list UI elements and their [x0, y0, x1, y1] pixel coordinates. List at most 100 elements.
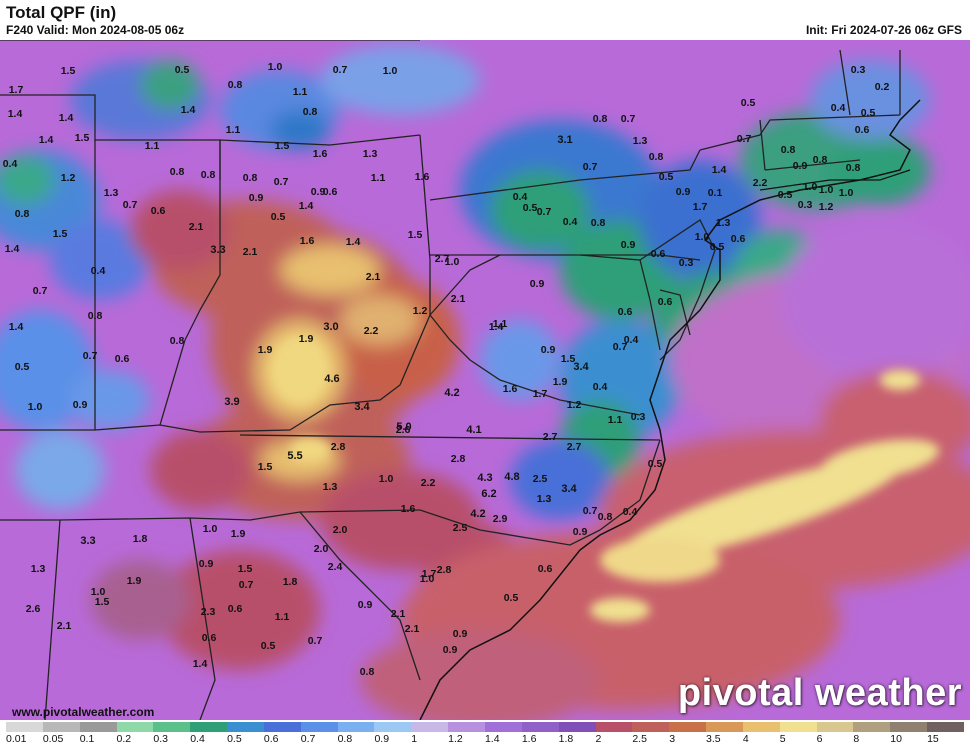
qpf-value-label: 0.8	[170, 166, 185, 178]
qpf-value-label: 1.4	[8, 108, 23, 120]
legend-tick: 2.5	[632, 733, 647, 745]
legend-tick: 0.05	[42, 733, 64, 745]
qpf-value-label: 2.2	[421, 477, 436, 489]
qpf-value-label: 1.9	[553, 376, 568, 388]
qpf-value-label: 6.2	[481, 488, 496, 500]
legend-tick: 6	[816, 733, 823, 745]
qpf-value-label: 0.5	[648, 458, 663, 470]
qpf-value-label: 0.7	[613, 341, 628, 353]
qpf-value-label: 1.3	[363, 148, 378, 160]
qpf-value-label: 0.7	[333, 64, 348, 76]
qpf-value-label: 0.7	[33, 285, 48, 297]
init-time: Init: Fri 2024-07-26 06z GFS	[805, 23, 962, 37]
legend-swatch	[190, 722, 228, 732]
qpf-value-label: 0.8	[591, 217, 606, 229]
qpf-value-label: 1.3	[31, 563, 46, 575]
qpf-value-label: 4.1	[466, 424, 481, 436]
legend-swatch	[927, 722, 964, 732]
qpf-value-label: 1.4	[59, 112, 74, 124]
legend-swatch	[595, 722, 633, 732]
qpf-value-label: 0.6	[115, 353, 130, 365]
legend-tick: 15	[927, 733, 939, 745]
qpf-labels: 1.71.51.4 1.41.4 1.50.41.21.31.10.81.51.40…	[3, 61, 890, 678]
qpf-value-label: 1.1	[293, 86, 308, 98]
qpf-value-label: 0.6	[731, 233, 746, 245]
qpf-value-label: 1.5	[95, 596, 110, 608]
qpf-value-label: 0.9	[199, 558, 214, 570]
qpf-value-label: 1.2	[413, 305, 428, 317]
qpf-value-label: 1.4	[346, 236, 361, 248]
legend-swatch	[448, 722, 485, 732]
qpf-value-label: 1.6	[401, 503, 416, 515]
qpf-value-label: 0.8	[88, 310, 103, 322]
legend-tick: 1.6	[521, 733, 537, 745]
legend-swatch	[890, 722, 928, 732]
qpf-value-label: 1.5	[238, 563, 253, 575]
qpf-value-label: 0.5	[741, 97, 756, 109]
legend-swatch	[263, 722, 301, 732]
qpf-value-label: 0.9	[453, 628, 468, 640]
qpf-value-label: 0.3	[798, 199, 813, 211]
color-legend: 0.01 0.05 0.1 0.2 0.3 0.4 0.5 0.6 0.7 0.8 0.9 1 1.2 1…	[0, 720, 970, 750]
qpf-value-label: 0.9	[793, 160, 808, 172]
qpf-value-label: 0.9	[358, 599, 373, 611]
qpf-value-label: 0.4	[593, 381, 608, 393]
qpf-value-label: 0.8	[228, 79, 243, 91]
qpf-value-label: 1.8	[283, 576, 298, 588]
qpf-value-label: 0.9	[311, 186, 326, 198]
qpf-value-label: 1.0	[268, 61, 283, 73]
qpf-value-label: 0.9	[573, 526, 588, 538]
legend-tick: 0.9	[374, 733, 390, 745]
qpf-value-label: 0.5	[523, 202, 538, 214]
legend-tick: 4	[742, 733, 749, 745]
legend-tick: 0.4	[190, 733, 205, 745]
qpf-map[interactable]: 1.7 1.5 1.4 1.4 1.4 1.5 0.4 1.2 1.3 1.1 0.8 1.5 1.4 0…	[0, 40, 970, 720]
qpf-value-label: 1.5	[75, 132, 90, 144]
qpf-value-label: 1.7	[533, 388, 548, 400]
state-borders	[0, 40, 901, 720]
qpf-value-label: 0.5	[778, 189, 793, 201]
qpf-value-label: 0.3	[679, 257, 694, 269]
coastline	[419, 99, 921, 720]
legend-swatch	[632, 722, 670, 732]
qpf-value-label: 4.3	[477, 472, 492, 484]
legend-tick: 10	[890, 733, 902, 745]
qpf-value-label: 0.5	[175, 64, 190, 76]
map-title: Total QPF (in)	[6, 3, 117, 22]
legend-tick: 3.5	[706, 733, 721, 745]
qpf-value-label: 1.0	[445, 256, 460, 268]
legend-swatch	[79, 722, 117, 732]
legend-swatch	[6, 722, 43, 732]
qpf-value-label: 0.4	[623, 506, 638, 518]
qpf-value-label: 1.9	[127, 575, 142, 587]
qpf-value-label: 3.4	[354, 401, 370, 413]
site-url[interactable]: www.pivotalweather.com	[12, 705, 155, 719]
qpf-value-label: 1.5	[53, 228, 68, 240]
qpf-value-label: 2.2	[753, 177, 768, 189]
qpf-value-label: 3.0	[323, 321, 338, 333]
qpf-value-label: 0.7	[583, 161, 598, 173]
legend-tick: 0.8	[337, 733, 353, 745]
brand-logo: pivotal weather	[677, 672, 962, 714]
qpf-value-label: 1.5	[61, 65, 76, 77]
qpf-value-label: 0.9	[541, 344, 556, 356]
legend-tick: 0.5	[227, 733, 242, 745]
qpf-value-label: 1.4	[5, 243, 20, 255]
qpf-value-label: 3.1	[557, 134, 572, 146]
legend-swatch	[521, 722, 559, 732]
qpf-value-label: 1.4	[181, 104, 196, 116]
qpf-value-label: 2.8	[437, 564, 452, 576]
legend-tick: 2	[595, 733, 602, 745]
qpf-value-label: 2.8	[451, 453, 466, 465]
qpf-value-label: 4.2	[444, 387, 459, 399]
qpf-value-label: 0.6	[151, 205, 166, 217]
qpf-value-label: 1.8	[133, 533, 148, 545]
qpf-value-label: 1.1	[226, 124, 241, 136]
qpf-value-label: 0.5	[861, 107, 876, 119]
legend-tick: 0.1	[79, 733, 95, 745]
qpf-value-label: 1.7	[9, 84, 24, 96]
qpf-value-label: 1.3	[537, 493, 552, 505]
qpf-value-label: 0.4	[831, 102, 846, 114]
qpf-value-label: 5.5	[287, 450, 302, 462]
qpf-value-label: 2.4	[328, 561, 343, 573]
